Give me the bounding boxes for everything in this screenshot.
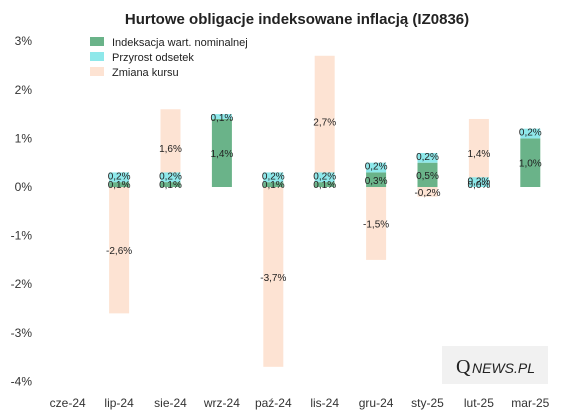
data-label-zmiana-kursu: -0,2% [414,188,440,199]
bar-przyrost-odsetek [263,172,284,183]
bar-zmiana-kursu [468,118,489,187]
bar-przyrost-odsetek [520,128,541,139]
data-label-indeksacja: 1,4% [211,149,234,160]
y-tick-label: -1% [11,229,33,243]
data-label-przyrost-odsetek: 0,2% [108,171,131,182]
bar-indeksacja [366,172,387,187]
data-label-zmiana-kursu: -1,5% [363,219,389,230]
y-tick-label: 0% [15,180,33,194]
data-label-przyrost-odsetek: 0,2% [519,128,542,139]
x-tick-label: sie-24 [154,396,187,410]
x-tick-label: lip-24 [104,396,134,410]
data-label-przyrost-odsetek: 0,2% [159,171,182,182]
bar-zmiana-kursu [366,187,387,260]
y-tick-label: 2% [15,83,33,97]
legend-swatch [90,37,104,46]
y-tick-label: -2% [11,277,33,291]
bar-indeksacja [160,182,181,187]
bar-przyrost-odsetek [468,177,489,187]
logo-box [442,346,548,384]
bar-przyrost-odsetek [109,172,130,183]
data-label-indeksacja: 0,1% [108,180,131,191]
legend-swatch [90,52,104,61]
data-label-indeksacja: 0,1% [159,180,182,191]
y-tick-label: 3% [15,34,33,48]
chart-title: Hurtowe obligacje indeksowane inflacją (… [125,11,469,28]
data-label-przyrost-odsetek: 0,2% [262,171,285,182]
data-labels: 0,1%0,2%-2,6%0,1%0,2%1,6% 1,4%0,1%0,1%0,2… [106,113,542,284]
y-tick-label: -4% [11,374,33,388]
data-label-zmiana-kursu: 2,7% [313,117,336,128]
x-tick-label: sty-25 [411,396,444,410]
data-label-przyrost-odsetek: 0,2% [468,176,491,187]
data-label-przyrost-odsetek: 0,2% [416,152,439,163]
bar-indeksacja [417,162,438,187]
bar-zmiana-kursu [160,109,181,187]
data-label-zmiana-kursu: 1,4% [468,149,491,160]
bar-przyrost-odsetek [366,162,387,173]
legend-swatch [90,67,104,76]
bar-przyrost-odsetek [211,114,232,119]
x-axis: cze-24 lip-24 sie-24 wrz-24 paź-24 lis-24 gru-… [50,396,550,410]
data-label-indeksacja: 1,0% [519,159,542,170]
x-tick-label: gru-24 [359,396,394,410]
x-tick-label: wrz-24 [203,396,240,410]
bar-zmiana-kursu [314,55,335,187]
bar-przyrost-odsetek [417,152,438,163]
legend-label: Przyrost odsetek [112,52,194,64]
data-label-zmiana-kursu: -3,7% [260,273,286,284]
bar-indeksacja [109,182,130,187]
x-tick-label: cze-24 [50,396,86,410]
bar-indeksacja [211,118,232,187]
x-tick-label: paź-24 [255,396,292,410]
x-tick-label: mar-25 [511,396,549,410]
data-label-indeksacja: 0,1% [313,180,336,191]
data-label-zmiana-kursu: 1,6% [159,144,182,155]
bar-przyrost-odsetek [314,172,335,183]
data-label-indeksacja: 0,1% [262,180,285,191]
y-tick-label: 1% [15,131,33,145]
bar-zmiana-kursu [417,187,438,197]
bar-indeksacja [263,182,284,187]
bar-przyrost-odsetek [160,172,181,183]
data-label-przyrost-odsetek: 0,2% [313,171,336,182]
legend-label: Zmiana kursu [112,67,179,79]
bar-zmiana-kursu [263,187,284,367]
x-tick-label: lis-24 [310,396,339,410]
bars [109,55,541,367]
data-label-przyrost-odsetek: 0,1% [211,113,234,124]
data-label-indeksacja: 0,5% [416,171,439,182]
data-label-przyrost-odsetek: 0,2% [365,162,388,173]
y-tick-label: -3% [11,326,33,340]
x-tick-label: lut-25 [464,396,494,410]
legend: Indeksacja wart. nominalnej Przyrost odse… [90,37,248,79]
data-label-zmiana-kursu: -2,6% [106,246,132,257]
data-label-indeksacja: 0,0% [468,180,491,191]
bar-zmiana-kursu [109,187,130,314]
y-axis: -4% -3% -2% -1% 0% 1% 2% 3% [11,34,33,388]
bar-indeksacja [520,138,541,187]
data-label-indeksacja: 0,3% [365,176,388,187]
logo-text: NEWS.PL [472,360,535,376]
logo: Q NEWS.PL [442,346,548,384]
legend-label: Indeksacja wart. nominalnej [112,37,248,49]
bar-indeksacja [314,182,335,187]
logo-q: Q [456,356,471,378]
